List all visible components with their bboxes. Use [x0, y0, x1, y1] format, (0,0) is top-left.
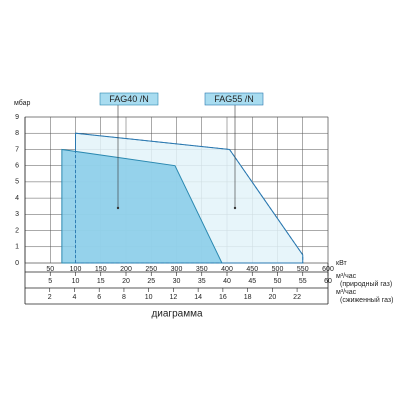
x-tick-label: 50	[46, 266, 54, 273]
x-tick-label: 4	[73, 294, 77, 301]
x-tick-label: 55	[299, 278, 307, 285]
x-tick-label: 6	[97, 294, 101, 301]
x-tick-label: 100	[70, 266, 82, 273]
x-tick-label: 45	[248, 278, 256, 285]
x-tick-label: 22	[293, 294, 301, 301]
y-tick-label: 6	[15, 163, 19, 170]
legend-box	[99, 92, 159, 106]
x-tick-label: 10	[145, 294, 153, 301]
natural-gas-label: м³/час	[336, 273, 357, 280]
x-tick-label: 20	[122, 278, 130, 285]
y-tick-label: 1	[15, 244, 19, 251]
legend-box	[204, 92, 264, 106]
x-tick-label: 25	[147, 278, 155, 285]
x-tick-label: 250	[145, 266, 157, 273]
y-axis-label: мбар	[14, 99, 30, 107]
x-tick-label: 30	[173, 278, 181, 285]
x-tick-label: 300	[171, 266, 183, 273]
x-tick-label: 40	[223, 278, 231, 285]
x-tick-label: 35	[198, 278, 206, 285]
y-tick-label: 4	[15, 195, 19, 202]
x-tick-label: 10	[72, 278, 80, 285]
x-tick-label: 400	[221, 266, 233, 273]
x-tick-label: 15	[97, 278, 105, 285]
x-tick-label: 500	[272, 266, 284, 273]
liquefied-gas-label: м³/час	[336, 289, 357, 296]
y-tick-label: 9	[15, 114, 19, 121]
x-tick-label: 20	[268, 294, 276, 301]
x-tick-label: 200	[120, 266, 132, 273]
x-tick-label: 18	[244, 294, 252, 301]
y-tick-label: 0	[15, 260, 19, 267]
x-tick-label: 8	[122, 294, 126, 301]
x-tick-label: 50	[274, 278, 282, 285]
x-tick-label: 150	[95, 266, 107, 273]
liquefied-gas-sublabel: (сжиженный газ)	[340, 296, 393, 304]
x-tick-label: 16	[219, 294, 227, 301]
x-tick-label: 5	[48, 278, 52, 285]
x-tick-label: 350	[196, 266, 208, 273]
label-dot	[116, 206, 120, 210]
x-tick-label: 2	[48, 294, 52, 301]
y-tick-label: 2	[15, 227, 19, 234]
y-tick-label: 8	[15, 130, 19, 137]
y-tick-label: 3	[15, 211, 19, 218]
x-axis-label: кВт	[336, 260, 347, 267]
legend-label: FAG55 /N	[214, 94, 254, 104]
natural-gas-sublabel: (природный газ)	[340, 280, 392, 288]
legend-label: FAG40 /N	[109, 94, 149, 104]
caption: диаграмма	[151, 309, 203, 320]
y-tick-label: 7	[15, 146, 19, 153]
y-tick-label: 5	[15, 179, 19, 186]
label-dot	[233, 206, 237, 210]
x-tick-label: 12	[170, 294, 178, 301]
x-tick-label: 550	[297, 266, 309, 273]
x-tick-label: 450	[246, 266, 258, 273]
x-tick-label: 14	[194, 294, 202, 301]
